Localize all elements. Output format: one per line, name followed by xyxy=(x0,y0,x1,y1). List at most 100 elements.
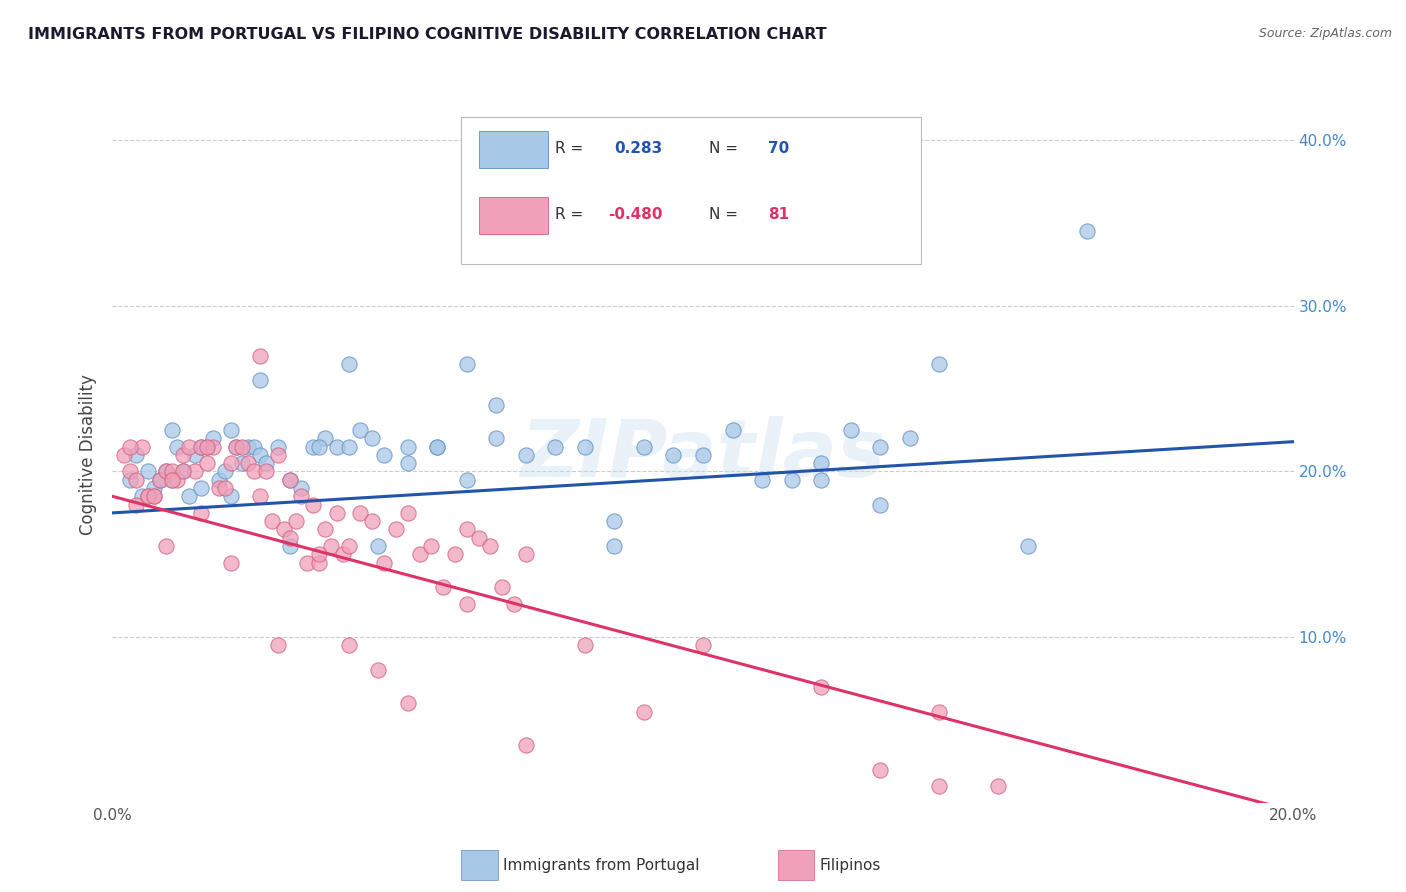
Point xyxy=(184,465,207,479)
Text: 81: 81 xyxy=(768,207,789,222)
Point xyxy=(314,523,336,537)
Point xyxy=(142,489,165,503)
Point xyxy=(225,440,247,454)
Point xyxy=(120,473,142,487)
Point xyxy=(231,456,253,470)
Point xyxy=(160,473,183,487)
Point xyxy=(155,539,177,553)
Point xyxy=(166,473,188,487)
Point xyxy=(219,489,242,503)
Point xyxy=(125,473,148,487)
Point xyxy=(125,498,148,512)
Point xyxy=(396,506,419,520)
Point xyxy=(249,448,271,462)
Text: Immigrants from Portugal: Immigrants from Portugal xyxy=(503,858,700,872)
Text: 0.283: 0.283 xyxy=(614,141,662,156)
Point xyxy=(396,456,419,470)
Point xyxy=(142,481,165,495)
Point xyxy=(112,448,135,462)
Point xyxy=(297,556,319,570)
Point xyxy=(302,498,325,512)
Point xyxy=(278,473,301,487)
Point xyxy=(367,539,389,553)
Point xyxy=(603,514,626,528)
Point xyxy=(214,465,236,479)
Point xyxy=(373,448,395,462)
Point xyxy=(278,473,301,487)
Point xyxy=(574,440,596,454)
Point xyxy=(172,465,194,479)
Point xyxy=(155,465,177,479)
Point xyxy=(692,448,714,462)
Point xyxy=(214,481,236,495)
Point xyxy=(184,448,207,462)
Point xyxy=(503,597,526,611)
Point xyxy=(160,465,183,479)
Point xyxy=(273,523,295,537)
Point xyxy=(810,456,832,470)
Point xyxy=(432,581,454,595)
Point xyxy=(408,547,430,561)
Point xyxy=(426,440,449,454)
Point xyxy=(179,489,201,503)
Point xyxy=(131,440,153,454)
Point xyxy=(160,473,183,487)
Point xyxy=(160,423,183,437)
Point xyxy=(326,506,349,520)
Point xyxy=(349,506,371,520)
Point xyxy=(485,431,508,445)
Point xyxy=(456,523,478,537)
Point xyxy=(810,473,832,487)
Point xyxy=(898,431,921,445)
Point xyxy=(426,440,449,454)
Point xyxy=(284,514,307,528)
Point xyxy=(385,523,408,537)
Point xyxy=(337,357,360,371)
Point xyxy=(314,431,336,445)
Point xyxy=(574,639,596,653)
Point xyxy=(751,473,773,487)
Point xyxy=(869,763,891,777)
Point xyxy=(869,440,891,454)
Point xyxy=(125,448,148,462)
Text: IMMIGRANTS FROM PORTUGAL VS FILIPINO COGNITIVE DISABILITY CORRELATION CHART: IMMIGRANTS FROM PORTUGAL VS FILIPINO COG… xyxy=(28,27,827,42)
Point xyxy=(243,440,266,454)
Point xyxy=(267,639,290,653)
Point xyxy=(249,349,271,363)
Point xyxy=(337,440,360,454)
Text: -0.480: -0.480 xyxy=(609,207,664,222)
FancyBboxPatch shape xyxy=(478,131,548,168)
Point xyxy=(308,440,330,454)
Point xyxy=(231,440,253,454)
Point xyxy=(195,456,218,470)
Point xyxy=(195,440,218,454)
Point xyxy=(544,440,567,454)
Point xyxy=(172,448,194,462)
Point xyxy=(780,473,803,487)
Point xyxy=(201,431,224,445)
Point xyxy=(208,473,231,487)
Point xyxy=(278,539,301,553)
Text: N =: N = xyxy=(709,207,738,222)
Y-axis label: Cognitive Disability: Cognitive Disability xyxy=(79,375,97,535)
Point xyxy=(243,465,266,479)
Point xyxy=(491,581,513,595)
Point xyxy=(254,465,277,479)
Point xyxy=(201,440,224,454)
Point xyxy=(267,448,290,462)
Point xyxy=(456,597,478,611)
Text: Source: ZipAtlas.com: Source: ZipAtlas.com xyxy=(1258,27,1392,40)
Point xyxy=(810,680,832,694)
Point xyxy=(456,357,478,371)
Point xyxy=(373,556,395,570)
FancyBboxPatch shape xyxy=(478,197,548,234)
Point xyxy=(254,456,277,470)
Point xyxy=(928,357,950,371)
Point xyxy=(136,489,159,503)
Point xyxy=(290,481,312,495)
Point xyxy=(420,539,443,553)
Point xyxy=(267,440,290,454)
Point xyxy=(149,473,172,487)
Point xyxy=(361,514,384,528)
Text: R =: R = xyxy=(555,141,583,156)
